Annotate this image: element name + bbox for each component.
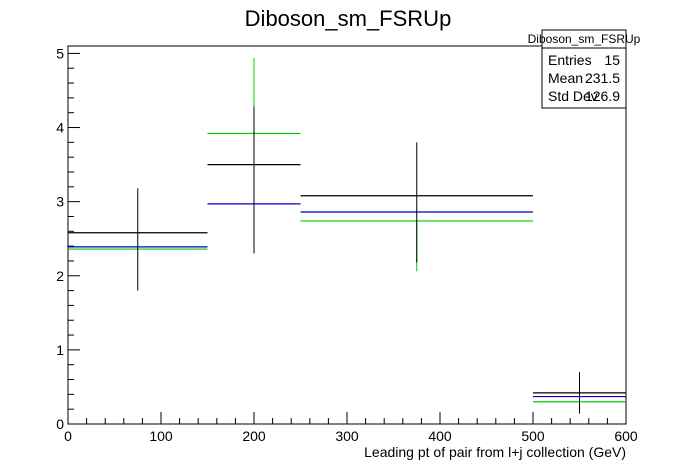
stats-value-entries: 15 bbox=[604, 52, 620, 68]
x-tick-label: 300 bbox=[335, 428, 359, 444]
x-axis-label: Leading pt of pair from l+j collection (… bbox=[364, 444, 626, 460]
y-tick-label: 0 bbox=[56, 416, 64, 432]
x-tick-label: 0 bbox=[64, 428, 72, 444]
stats-label-stddev: Std Dev bbox=[548, 88, 598, 104]
y-tick-label: 3 bbox=[56, 194, 64, 210]
y-tick-label: 5 bbox=[56, 45, 64, 61]
y-tick-label: 2 bbox=[56, 268, 64, 284]
y-axis: 0 1 2 3 4 5 bbox=[56, 45, 80, 432]
x-axis: 0 100 200 300 400 500 600 bbox=[64, 412, 638, 444]
x-tick-label: 100 bbox=[149, 428, 173, 444]
stats-label-mean: Mean bbox=[548, 70, 583, 86]
x-tick-label: 600 bbox=[614, 428, 638, 444]
x-tick-label: 200 bbox=[242, 428, 266, 444]
y-tick-label: 1 bbox=[56, 342, 64, 358]
stats-box: Diboson_sm_FSRUp Entries 15 Mean 231.5 S… bbox=[528, 29, 641, 109]
x-tick-label: 400 bbox=[428, 428, 452, 444]
y-tick-label: 4 bbox=[56, 120, 64, 136]
stats-value-mean: 231.5 bbox=[585, 70, 620, 86]
stats-label-entries: Entries bbox=[548, 52, 592, 68]
chart-title: Diboson_sm_FSRUp bbox=[245, 6, 452, 31]
x-tick-label: 500 bbox=[521, 428, 545, 444]
stats-box-title: Diboson_sm_FSRUp bbox=[528, 32, 641, 46]
stats-value-stddev: 126.9 bbox=[585, 88, 620, 104]
series-layer bbox=[68, 57, 626, 414]
